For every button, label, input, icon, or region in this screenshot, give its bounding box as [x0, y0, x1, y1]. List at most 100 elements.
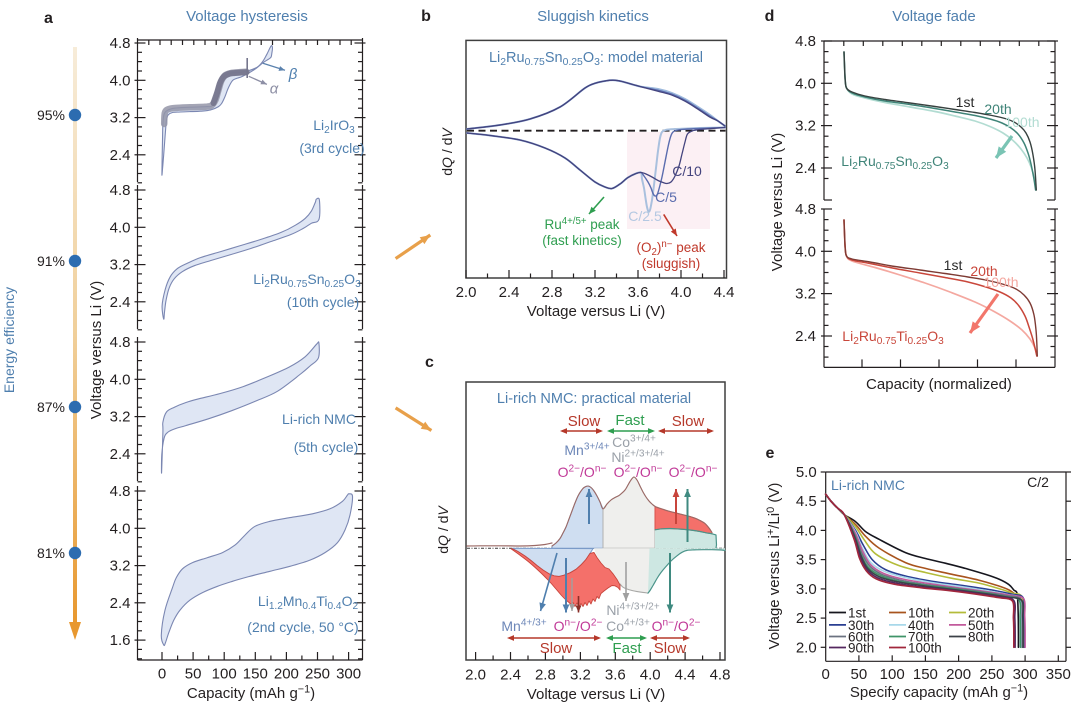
svg-text:4.4: 4.4 — [675, 667, 696, 684]
svg-text:1.6: 1.6 — [110, 632, 131, 649]
svg-text:Li2Ru0.75Ti0.25O3: Li2Ru0.75Ti0.25O3 — [842, 328, 944, 347]
svg-text:91%: 91% — [37, 253, 65, 269]
svg-text:2.4: 2.4 — [110, 294, 131, 311]
svg-text:100: 100 — [212, 666, 237, 683]
svg-text:3.2: 3.2 — [110, 409, 131, 426]
svg-text:10th: 10th — [908, 606, 934, 621]
svg-text:150: 150 — [913, 666, 938, 683]
svg-text:Li1.2Mn0.4Ti0.4O2: Li1.2Mn0.4Ti0.4O2 — [258, 593, 359, 612]
svg-text:(O2)n− peak: (O2)n− peak — [637, 239, 706, 258]
svg-text:Fast: Fast — [615, 412, 645, 429]
svg-text:On−/O2−: On−/O2− — [554, 618, 603, 634]
svg-text:20th: 20th — [968, 606, 994, 621]
svg-text:3.2: 3.2 — [795, 118, 816, 135]
svg-text:(5th cycle): (5th cycle) — [294, 439, 359, 455]
svg-text:20th: 20th — [984, 101, 1011, 117]
svg-text:100th: 100th — [983, 274, 1018, 290]
svg-text:100th: 100th — [908, 641, 942, 656]
svg-text:2.4: 2.4 — [499, 284, 520, 301]
svg-text:4.0: 4.0 — [110, 72, 131, 89]
svg-text:95%: 95% — [37, 107, 65, 123]
svg-text:70th: 70th — [908, 630, 934, 645]
svg-text:4.0: 4.0 — [110, 219, 131, 236]
svg-text:50: 50 — [851, 666, 868, 683]
svg-text:3.2: 3.2 — [585, 284, 606, 301]
svg-text:81%: 81% — [37, 545, 65, 561]
svg-text:α: α — [270, 81, 279, 98]
svg-text:Li2Ru0.75Sn0.25O3: Li2Ru0.75Sn0.25O3 — [841, 153, 949, 172]
svg-text:dQ / dV: dQ / dV — [435, 505, 451, 554]
svg-text:(fast kinetics): (fast kinetics) — [542, 233, 622, 248]
svg-text:(10th cycle): (10th cycle) — [287, 294, 359, 310]
svg-text:2.4: 2.4 — [500, 667, 521, 684]
svg-text:C/5: C/5 — [655, 189, 677, 205]
svg-text:Li2Ru0.75Sn0.25O3: Li2Ru0.75Sn0.25O3 — [253, 271, 361, 290]
svg-text:Slow: Slow — [672, 413, 705, 430]
svg-text:2.8: 2.8 — [535, 667, 556, 684]
svg-text:2.0: 2.0 — [465, 667, 486, 684]
svg-text:3.2: 3.2 — [795, 286, 816, 303]
svg-text:4.8: 4.8 — [110, 182, 131, 199]
svg-text:3.6: 3.6 — [628, 284, 649, 301]
svg-text:Ni2+/3+/4+: Ni2+/3+/4+ — [611, 449, 664, 465]
svg-text:(3rd cycle): (3rd cycle) — [299, 140, 364, 156]
svg-text:Mn3+/4+: Mn3+/4+ — [564, 442, 609, 458]
svg-text:0: 0 — [822, 666, 830, 683]
svg-text:Li2Ru0.75Sn0.25O3: model mater: Li2Ru0.75Sn0.25O3: model material — [489, 50, 703, 68]
svg-text:350: 350 — [1046, 666, 1071, 683]
svg-text:4.5: 4.5 — [796, 493, 817, 510]
svg-text:dQ / dV: dQ / dV — [439, 127, 455, 176]
svg-text:4.8: 4.8 — [110, 483, 131, 500]
svg-text:Co3+/4+: Co3+/4+ — [612, 434, 656, 450]
svg-text:2.4: 2.4 — [110, 595, 131, 612]
svg-text:β: β — [288, 66, 298, 83]
svg-text:O2−/On−: O2−/On− — [614, 464, 663, 480]
svg-text:250: 250 — [305, 666, 330, 683]
svg-text:40th: 40th — [908, 618, 934, 633]
svg-text:3.2: 3.2 — [110, 257, 131, 274]
svg-text:Li-rich NMC: Li-rich NMC — [831, 477, 905, 493]
svg-text:Voltage versus Li+/Li0 (V): Voltage versus Li+/Li0 (V) — [765, 483, 783, 650]
svg-text:100th: 100th — [1004, 114, 1039, 130]
svg-text:4.0: 4.0 — [110, 520, 131, 537]
svg-text:100: 100 — [880, 666, 905, 683]
svg-text:20th: 20th — [970, 263, 997, 279]
svg-text:30th: 30th — [848, 618, 874, 633]
svg-text:Li2IrO3: Li2IrO3 — [313, 117, 355, 136]
svg-text:2.4: 2.4 — [110, 147, 131, 164]
svg-text:Slow: Slow — [568, 413, 601, 430]
svg-text:2.0: 2.0 — [796, 639, 817, 656]
svg-text:80th: 80th — [968, 630, 994, 645]
svg-text:Ru4+/5+ peak: Ru4+/5+ peak — [544, 216, 619, 232]
svg-text:200: 200 — [946, 666, 971, 683]
svg-text:4.8: 4.8 — [795, 33, 816, 50]
svg-text:50th: 50th — [968, 618, 994, 633]
svg-text:e: e — [766, 445, 775, 462]
svg-text:Voltage versus Li (V): Voltage versus Li (V) — [527, 686, 665, 703]
svg-text:3.5: 3.5 — [796, 552, 817, 569]
svg-text:Sluggish kinetics: Sluggish kinetics — [537, 8, 649, 25]
svg-text:4.4: 4.4 — [714, 284, 735, 301]
svg-text:4.8: 4.8 — [710, 667, 731, 684]
svg-text:Voltage versus Li (V): Voltage versus Li (V) — [769, 133, 786, 271]
svg-text:Capacity (mAh g−1): Capacity (mAh g−1) — [187, 683, 315, 702]
svg-text:5.0: 5.0 — [796, 464, 817, 481]
svg-text:O2−/On−: O2−/On− — [669, 464, 718, 480]
svg-text:(sluggish): (sluggish) — [642, 256, 701, 271]
svg-text:Energy efficiency: Energy efficiency — [1, 287, 17, 393]
svg-text:Voltage versus Li (V): Voltage versus Li (V) — [527, 303, 665, 320]
svg-text:4.0: 4.0 — [795, 75, 816, 92]
svg-text:Voltage versus Li (V): Voltage versus Li (V) — [88, 281, 105, 419]
svg-text:O2−/On−: O2−/On− — [558, 464, 607, 480]
svg-text:0: 0 — [158, 666, 166, 683]
svg-text:4.0: 4.0 — [796, 522, 817, 539]
svg-text:3.2: 3.2 — [110, 110, 131, 127]
svg-text:C/2.5: C/2.5 — [628, 208, 662, 224]
svg-text:Li-rich NMC: Li-rich NMC — [282, 411, 356, 427]
svg-text:200: 200 — [274, 666, 299, 683]
svg-text:Specify capacity (mAh g−1): Specify capacity (mAh g−1) — [850, 682, 1028, 701]
svg-text:Slow: Slow — [654, 640, 687, 657]
svg-text:4.8: 4.8 — [795, 201, 816, 218]
svg-text:300: 300 — [1013, 666, 1038, 683]
svg-text:2.4: 2.4 — [795, 328, 816, 345]
